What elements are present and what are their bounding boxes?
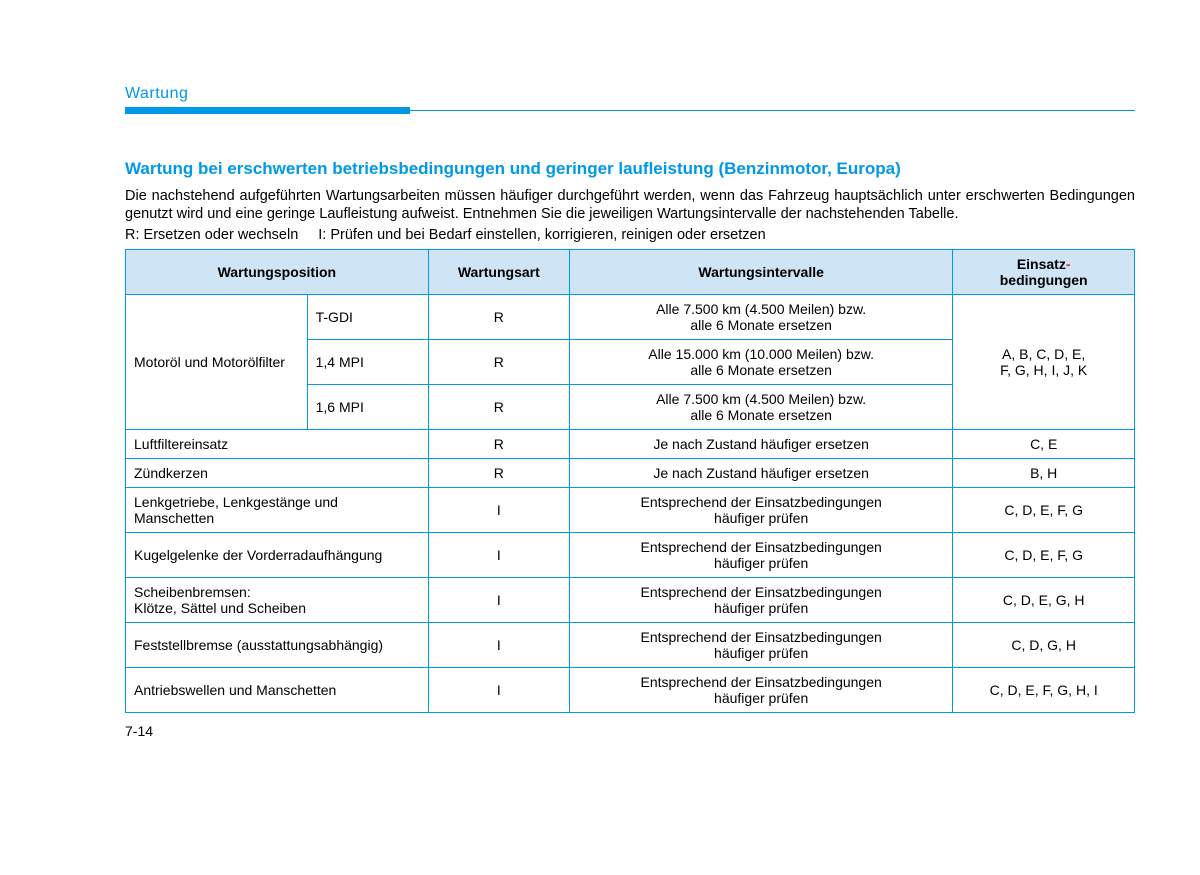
cell-oil-tgdi: T-GDI [307,295,428,340]
table-row: Feststellbremse (ausstattungsabhängig) I… [126,623,1135,668]
cell-condition: B, H [953,459,1135,488]
cell-interval: Alle 7.500 km (4.500 Meilen) bzw.alle 6 … [569,385,952,430]
page-header: Wartung [125,85,1135,109]
cell-interval: Entsprechend der Einsatzbedingungenhäufi… [569,668,952,713]
cell-interval: Entsprechend der Einsatzbedingungenhäufi… [569,578,952,623]
page-number: 7-14 [125,723,1135,739]
legend-line: R: Ersetzen oder wechseln I: Prüfen und b… [125,227,1135,243]
section-title: Wartung bei erschwerten betriebsbedingun… [125,159,1135,179]
table-row: Scheibenbremsen:Klötze, Sättel und Schei… [126,578,1135,623]
table-row: Lenkgetriebe, Lenkgestänge undManschette… [126,488,1135,533]
cell-position: Feststellbremse (ausstattungsabhängig) [126,623,429,668]
cell-condition: C, D, E, G, H [953,578,1135,623]
cell-position: Kugelgelenke der Vorderradaufhängung [126,533,429,578]
cell-art: R [428,295,569,340]
cell-art: R [428,430,569,459]
cell-art: I [428,623,569,668]
cell-condition: C, D, G, H [953,623,1135,668]
intro-paragraph: Die nachstehend aufgeführten Wartungsarb… [125,187,1135,223]
cell-oil-16mpi: 1,6 MPI [307,385,428,430]
cell-art: I [428,668,569,713]
table-row: Motoröl und Motorölfilter T-GDI R Alle 7… [126,295,1135,340]
cell-condition: C, D, E, F, G, H, I [953,668,1135,713]
cell-condition: C, D, E, F, G [953,533,1135,578]
table-row: Zündkerzen R Je nach Zustand häufiger er… [126,459,1135,488]
table-row: Luftfiltereinsatz R Je nach Zustand häuf… [126,430,1135,459]
cell-interval: Alle 15.000 km (10.000 Meilen) bzw.alle … [569,340,952,385]
th-position: Wartungsposition [126,250,429,295]
cell-art: I [428,488,569,533]
cell-oil-14mpi: 1,4 MPI [307,340,428,385]
cell-art: R [428,459,569,488]
cell-position: Scheibenbremsen:Klötze, Sättel und Schei… [126,578,429,623]
cell-condition: C, E [953,430,1135,459]
table-header-row: Wartungsposition Wartungsart Wartungsint… [126,250,1135,295]
cell-interval: Entsprechend der Einsatzbedingungenhäufi… [569,533,952,578]
header-label: Wartung [125,85,1135,103]
cell-position: Antriebswellen und Manschetten [126,668,429,713]
cell-interval: Alle 7.500 km (4.500 Meilen) bzw.alle 6 … [569,295,952,340]
legend-i: I: Prüfen und bei Bedarf einstellen, kor… [318,227,765,243]
cell-condition: C, D, E, F, G [953,488,1135,533]
table-row: Kugelgelenke der Vorderradaufhängung I E… [126,533,1135,578]
cell-oil-label: Motoröl und Motorölfilter [126,295,308,430]
th-einsatz: Einsatz-bedingungen [953,250,1135,295]
legend-r: R: Ersetzen oder wechseln [125,227,298,243]
cell-interval: Je nach Zustand häufiger ersetzen [569,459,952,488]
cell-position: Zündkerzen [126,459,429,488]
cell-condition: A, B, C, D, E,F, G, H, I, J, K [953,295,1135,430]
cell-art: I [428,578,569,623]
cell-art: R [428,385,569,430]
maintenance-table: Wartungsposition Wartungsart Wartungsint… [125,249,1135,713]
th-intervalle: Wartungsintervalle [569,250,952,295]
cell-interval: Entsprechend der Einsatzbedingungenhäufi… [569,488,952,533]
cell-interval: Entsprechend der Einsatzbedingungenhäufi… [569,623,952,668]
header-underline [125,107,1135,109]
cell-position: Lenkgetriebe, Lenkgestänge undManschette… [126,488,429,533]
table-row: Antriebswellen und Manschetten I Entspre… [126,668,1135,713]
th-art: Wartungsart [428,250,569,295]
cell-art: I [428,533,569,578]
cell-art: R [428,340,569,385]
cell-position: Luftfiltereinsatz [126,430,429,459]
cell-interval: Je nach Zustand häufiger ersetzen [569,430,952,459]
